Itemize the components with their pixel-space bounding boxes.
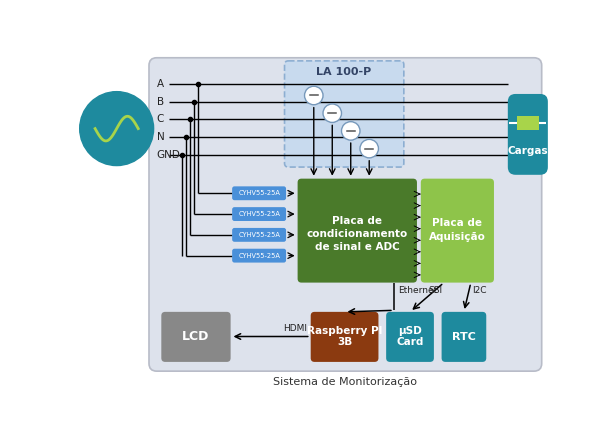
Text: A: A	[157, 79, 164, 89]
FancyBboxPatch shape	[311, 312, 378, 362]
Text: Sistema de Monitorização: Sistema de Monitorização	[273, 377, 417, 387]
FancyBboxPatch shape	[232, 186, 286, 200]
FancyBboxPatch shape	[421, 178, 494, 283]
Text: CYHV55-25A: CYHV55-25A	[238, 253, 280, 259]
Circle shape	[305, 86, 323, 105]
FancyBboxPatch shape	[441, 312, 486, 362]
Text: I2C: I2C	[473, 286, 487, 295]
Circle shape	[80, 92, 154, 166]
Text: LA 100-P: LA 100-P	[316, 68, 371, 77]
FancyBboxPatch shape	[232, 228, 286, 242]
Text: SSI: SSI	[428, 286, 443, 295]
Text: Raspberry PI
3B: Raspberry PI 3B	[307, 326, 383, 347]
FancyBboxPatch shape	[297, 178, 417, 283]
Text: CYHV55-25A: CYHV55-25A	[238, 190, 280, 196]
Text: Placa de
condicionamento
de sinal e ADC: Placa de condicionamento de sinal e ADC	[306, 216, 408, 252]
Text: C: C	[157, 114, 164, 124]
Text: μSD
Card: μSD Card	[397, 326, 424, 347]
Text: N: N	[157, 132, 164, 142]
Bar	[517, 116, 539, 130]
Circle shape	[341, 122, 360, 140]
Text: GND: GND	[157, 150, 181, 160]
FancyBboxPatch shape	[508, 94, 548, 175]
Text: HDMI: HDMI	[283, 324, 307, 333]
Text: Cargas: Cargas	[508, 146, 548, 156]
FancyBboxPatch shape	[149, 58, 542, 371]
Circle shape	[360, 139, 378, 158]
Text: CYHV55-25A: CYHV55-25A	[238, 211, 280, 217]
Text: Ethernet: Ethernet	[398, 286, 437, 295]
Text: Placa de
Aquisição: Placa de Aquisição	[428, 218, 485, 242]
Text: LCD: LCD	[182, 330, 210, 343]
FancyBboxPatch shape	[284, 61, 404, 167]
FancyBboxPatch shape	[386, 312, 434, 362]
Text: CYHV55-25A: CYHV55-25A	[238, 232, 280, 238]
FancyBboxPatch shape	[232, 207, 286, 221]
Text: RTC: RTC	[452, 332, 476, 341]
FancyBboxPatch shape	[161, 312, 230, 362]
FancyBboxPatch shape	[232, 249, 286, 263]
Text: B: B	[157, 97, 164, 107]
Circle shape	[323, 104, 341, 123]
